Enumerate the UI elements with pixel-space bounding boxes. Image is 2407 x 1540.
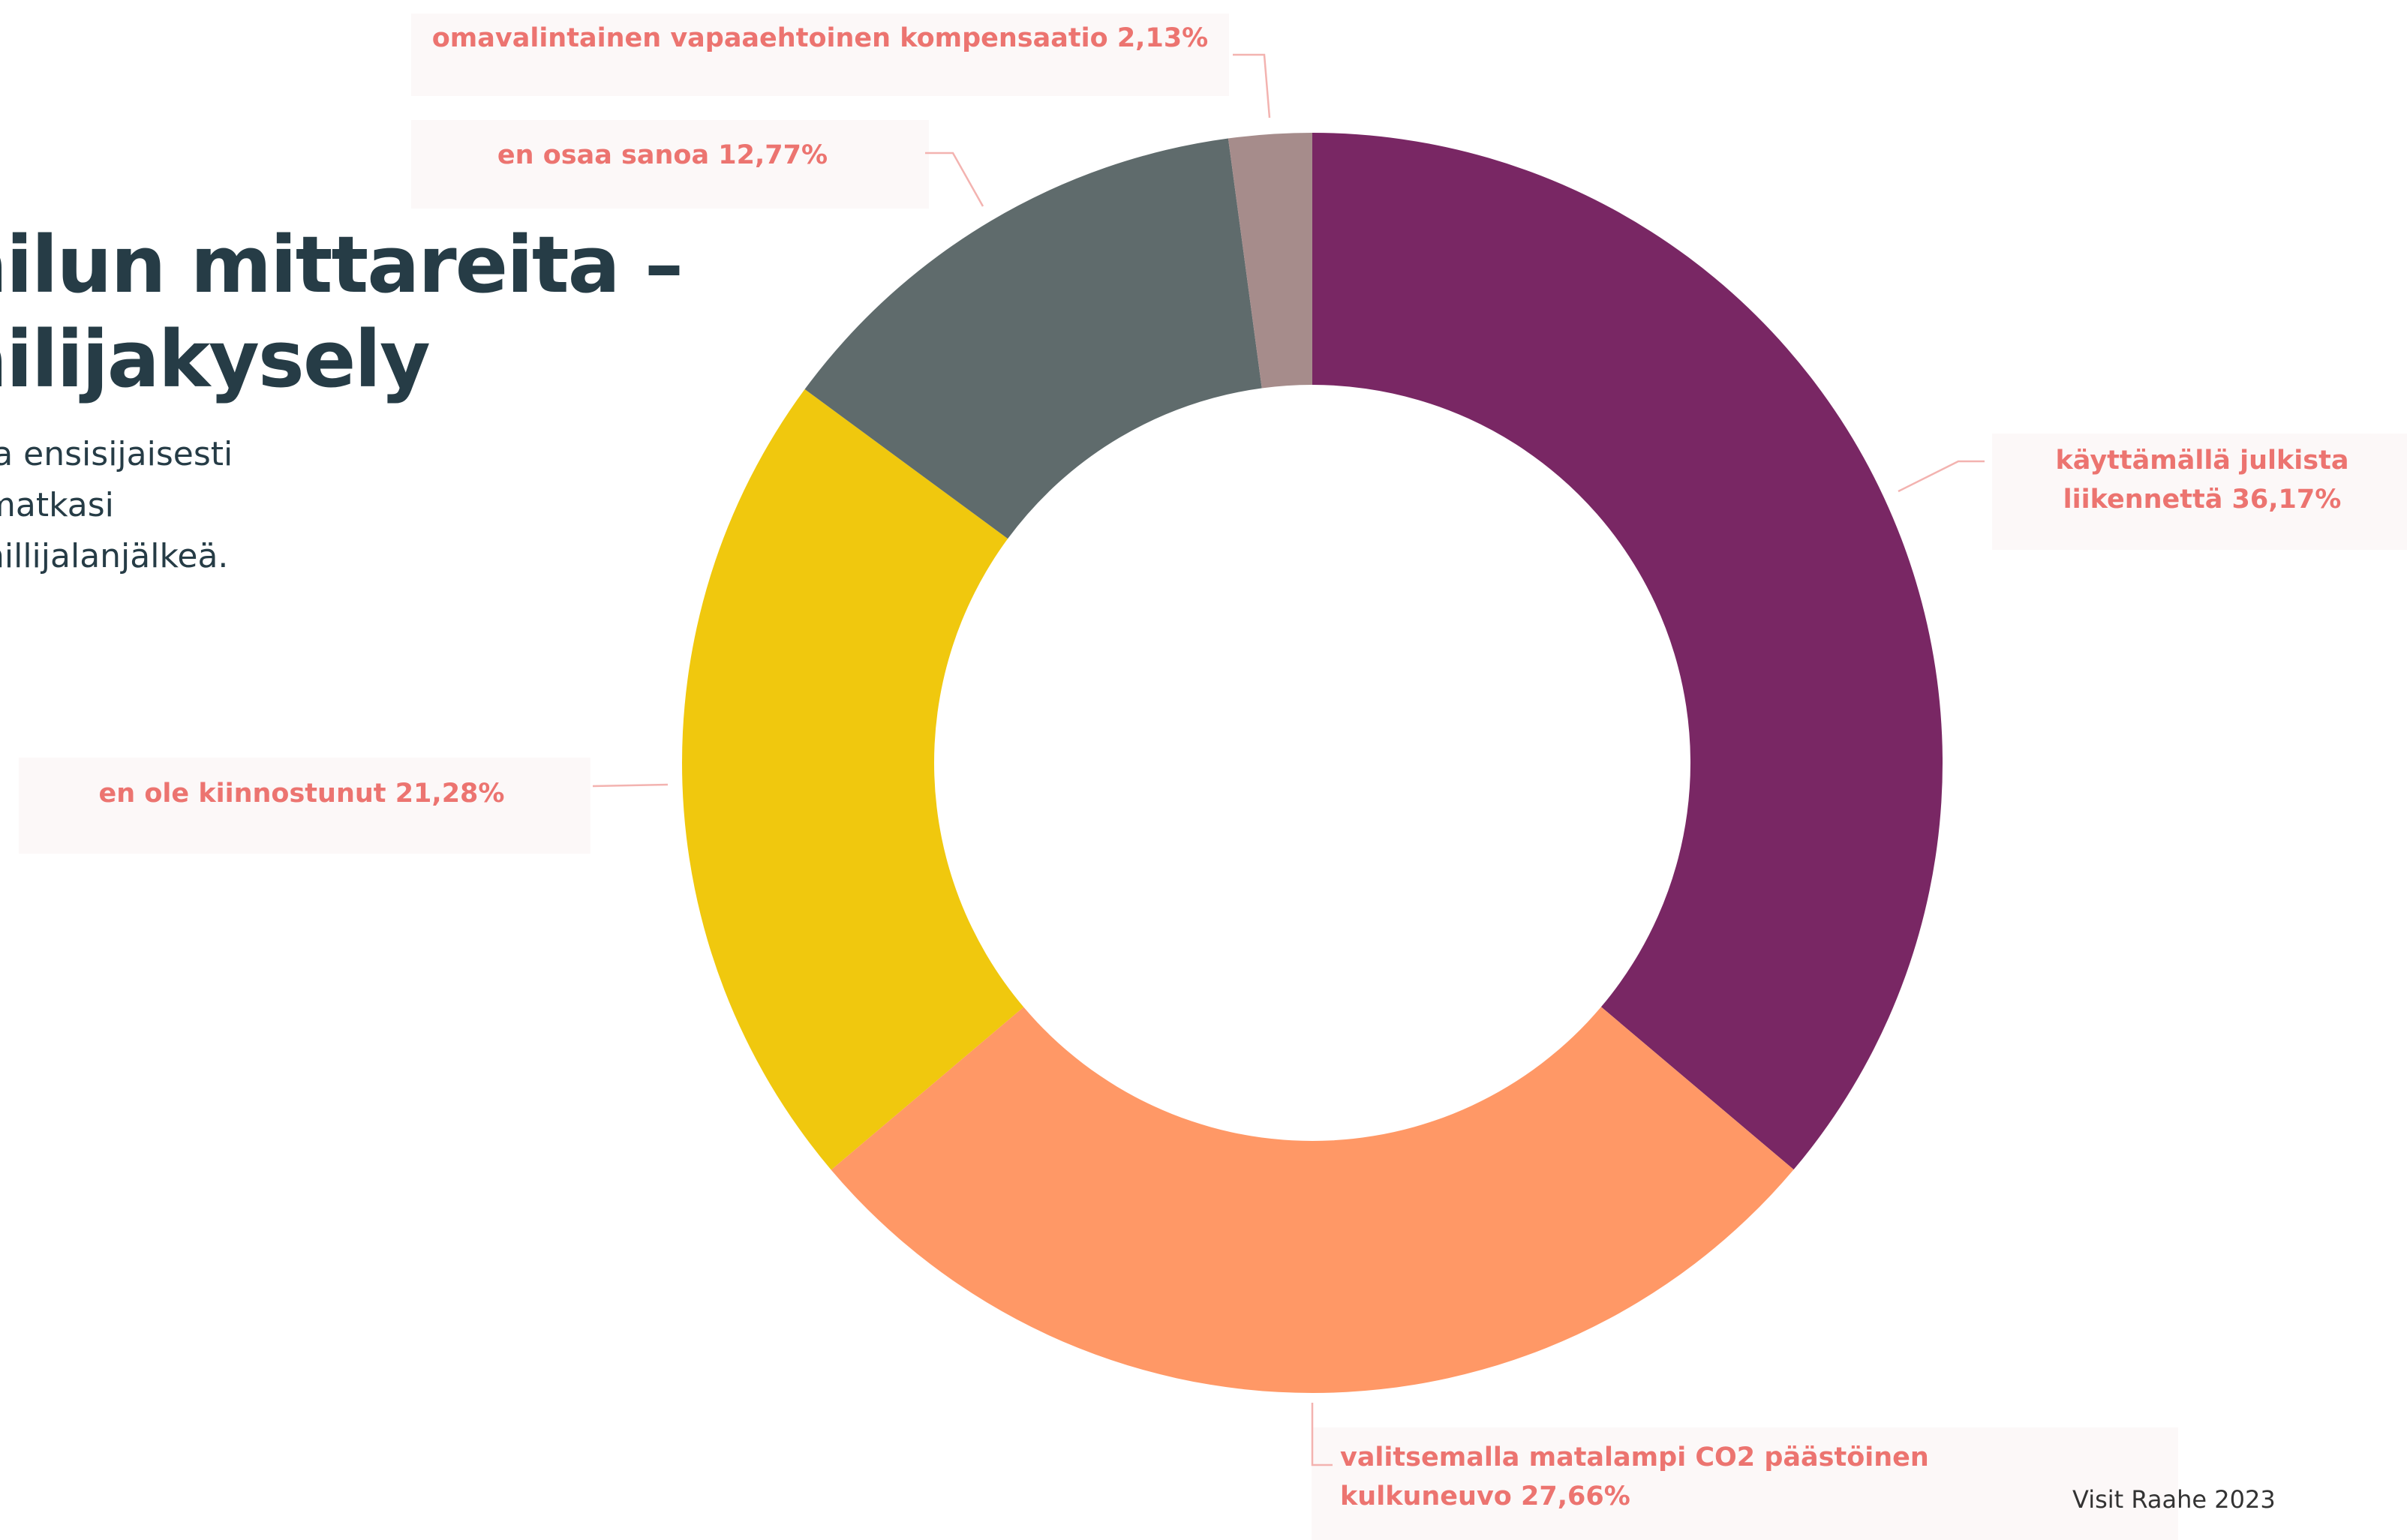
donut-slice-5: [1228, 133, 1312, 389]
slice-data-label-line: en osaa sanoa 12,77%: [497, 140, 828, 170]
donut-slice-3: [681, 389, 1024, 1170]
slice-data-label-line: valitsemalla matalampi CO2 päästöinen: [1340, 1442, 1929, 1472]
slice-labels: käyttämällä julkista liikennettä 36,17% va…: [19, 14, 2407, 1540]
slice-leader-line-3: [592, 783, 669, 788]
donut-slice-1: [1312, 133, 1943, 1170]
slice-data-label-4: en osaa sanoa 12,77%: [497, 140, 828, 170]
slice-data-label-line: käyttämällä julkista: [2056, 446, 2349, 476]
slice-leader-line-2: [1311, 1403, 1333, 1466]
slice-data-label-line: kulkuneuvo 27,66%: [1340, 1481, 1630, 1511]
slide-title: ailun mittareita – ailijakysely: [0, 218, 735, 407]
slice-data-label-2: valitsemalla matalampi CO2 päästöinen kul…: [1340, 1442, 1929, 1511]
slide-title-line-1: ailun mittareita –: [0, 219, 684, 311]
slice-label-box-4: [411, 120, 929, 209]
slice-label-box-1: [1992, 434, 2407, 550]
footer-credit: Visit Raahe 2023: [2072, 1485, 2276, 1514]
donut-slices: [681, 133, 1943, 1394]
slice-label-box-5: [411, 14, 1229, 96]
slice-data-label-line: en ole kiinnostunut 21,28%: [99, 779, 505, 809]
slide-title-line-2: ailijakysely: [0, 314, 431, 405]
slice-data-label-5: omavalintainen vapaaehtoinen kompensaati…: [432, 23, 1209, 53]
slice-leader-line-1: [1898, 460, 1985, 493]
slide-subtitle: la ensisijaisesti matkasi hillijalanjälk…: [0, 429, 735, 582]
slice-label-box-3: [19, 758, 590, 854]
slice-data-label-line: liikennettä 36,17%: [2063, 485, 2342, 515]
slice-leader-line-5: [1233, 53, 1271, 119]
donut-slice-4: [804, 138, 1262, 539]
slice-data-label-3: en ole kiinnostunut 21,28%: [99, 779, 505, 809]
slide-subtitle-line-3: hillijalanjälkeä.: [0, 537, 229, 575]
slide-subtitle-line-2: matkasi: [0, 486, 114, 524]
slice-leader-line-4: [925, 152, 984, 207]
slide-subtitle-line-1: la ensisijaisesti: [0, 435, 233, 473]
slice-data-label-line: omavalintainen vapaaehtoinen kompensaati…: [432, 23, 1209, 53]
slice-data-label-1: käyttämällä julkista liikennettä 36,17%: [2056, 446, 2349, 515]
slice-label-box-2: [1312, 1427, 2178, 1540]
slide-title-block: ailun mittareita – ailijakysely la ensis…: [0, 218, 735, 582]
donut-slice-2: [831, 1007, 1794, 1394]
